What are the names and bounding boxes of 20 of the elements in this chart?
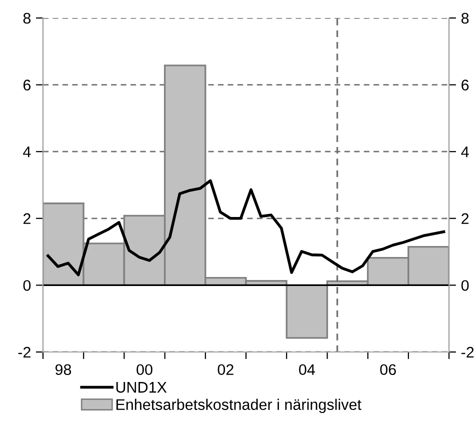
y2-tick-label: 0: [461, 280, 469, 291]
y-tick-label: -2: [18, 346, 30, 358]
y2-tick-label: -2: [461, 346, 474, 358]
legend-label: Enhetsarbetskostnader i näringslivet: [116, 398, 362, 414]
x-tick-label: 98: [55, 364, 72, 376]
line-series: [46, 179, 446, 276]
y-tick-label: 2: [23, 213, 30, 224]
y-tick-label: 4: [23, 146, 31, 158]
y-tick-label: 6: [23, 80, 31, 90]
y-tick-label: 8: [23, 12, 31, 24]
x-tick-label: 04: [299, 364, 315, 376]
y2-tick-label: 4: [461, 146, 469, 158]
legend-label: UND1X: [116, 382, 167, 393]
y-tick-label: 0: [23, 280, 31, 291]
y2-tick-label: 2: [462, 213, 469, 224]
y2-tick-label: 8: [461, 12, 469, 24]
x-tick-label: 06: [380, 364, 396, 376]
x-tick-label: 02: [218, 364, 234, 376]
x-tick-label: 00: [136, 364, 152, 376]
y2-tick-label: 6: [462, 80, 469, 90]
